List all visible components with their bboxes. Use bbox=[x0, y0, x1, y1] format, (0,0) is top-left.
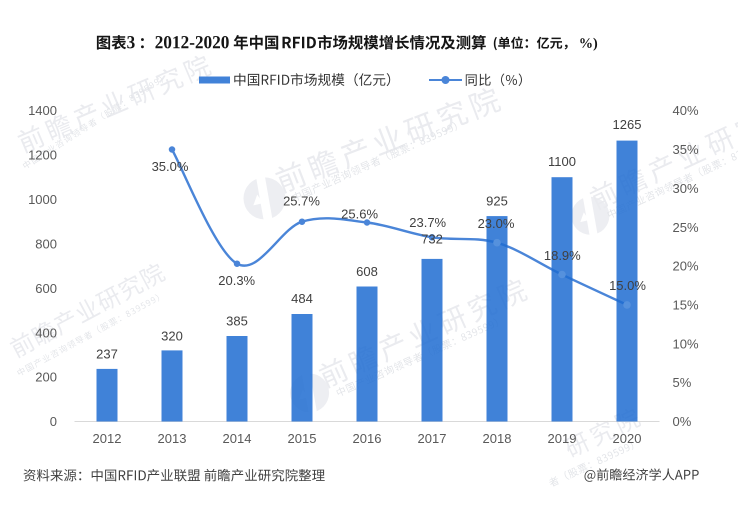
svg-text:35.0%: 35.0% bbox=[152, 159, 189, 174]
svg-text:925: 925 bbox=[486, 193, 508, 208]
svg-text:20%: 20% bbox=[673, 259, 699, 274]
svg-text:2014: 2014 bbox=[223, 431, 252, 446]
svg-text:600: 600 bbox=[35, 281, 57, 296]
svg-text:0%: 0% bbox=[673, 414, 692, 429]
svg-text:10%: 10% bbox=[673, 336, 699, 351]
svg-text:385: 385 bbox=[226, 314, 248, 329]
svg-text:30%: 30% bbox=[673, 181, 699, 196]
svg-text:237: 237 bbox=[96, 347, 118, 362]
svg-text:320: 320 bbox=[161, 329, 183, 344]
svg-text:40%: 40% bbox=[673, 103, 699, 118]
svg-text:25.6%: 25.6% bbox=[341, 206, 378, 221]
svg-text:0: 0 bbox=[50, 414, 57, 429]
svg-text:23.7%: 23.7% bbox=[409, 215, 446, 230]
svg-text:484: 484 bbox=[291, 291, 313, 306]
svg-text:25.7%: 25.7% bbox=[283, 194, 320, 209]
svg-text:5%: 5% bbox=[673, 375, 692, 390]
svg-text:2016: 2016 bbox=[353, 431, 382, 446]
svg-text:2020: 2020 bbox=[613, 431, 642, 446]
svg-text:23.0%: 23.0% bbox=[478, 216, 515, 231]
svg-text:18.9%: 18.9% bbox=[544, 248, 581, 263]
svg-text:200: 200 bbox=[35, 370, 57, 385]
svg-text:15.0%: 15.0% bbox=[609, 278, 646, 293]
svg-text:800: 800 bbox=[35, 236, 57, 251]
svg-text:2018: 2018 bbox=[483, 431, 512, 446]
svg-text:400: 400 bbox=[35, 325, 57, 340]
svg-text:1265: 1265 bbox=[613, 117, 642, 132]
svg-text:2019: 2019 bbox=[548, 431, 577, 446]
svg-text:2012: 2012 bbox=[93, 431, 122, 446]
svg-text:1400: 1400 bbox=[28, 103, 57, 118]
svg-text:1100: 1100 bbox=[548, 154, 576, 169]
svg-text:1200: 1200 bbox=[28, 148, 57, 163]
svg-text:608: 608 bbox=[356, 264, 378, 279]
svg-text:15%: 15% bbox=[673, 298, 699, 313]
svg-text:1000: 1000 bbox=[28, 192, 57, 207]
svg-text:2017: 2017 bbox=[418, 431, 447, 446]
svg-text:732: 732 bbox=[421, 232, 443, 247]
svg-text:2013: 2013 bbox=[158, 431, 187, 446]
svg-text:25%: 25% bbox=[673, 220, 699, 235]
svg-text:20.3%: 20.3% bbox=[218, 273, 255, 288]
svg-text:35%: 35% bbox=[673, 142, 699, 157]
svg-text:2015: 2015 bbox=[288, 431, 317, 446]
